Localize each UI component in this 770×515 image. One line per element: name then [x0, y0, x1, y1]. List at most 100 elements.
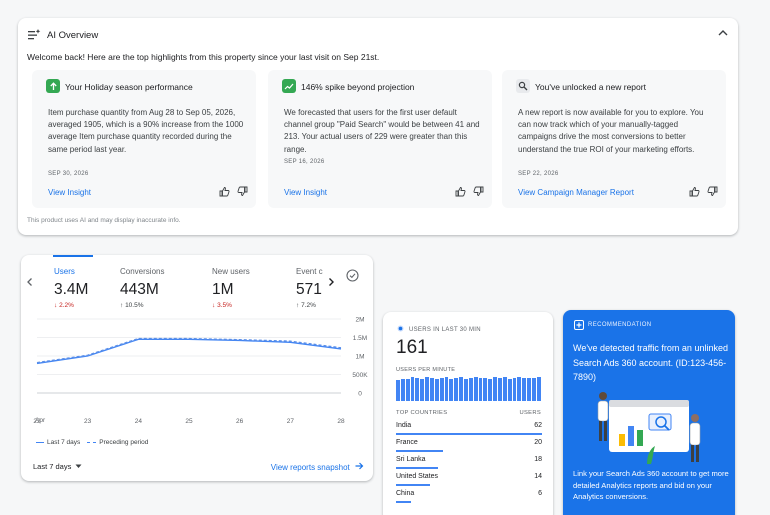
insight-body: We forecasted that users for the first u…: [284, 108, 480, 154]
tab-event-count[interactable]: Event c 571 ↑ 7.2%: [296, 267, 325, 309]
thumbs-up-icon[interactable]: [689, 186, 700, 197]
tab-delta: ↓ 3.5%: [212, 302, 232, 309]
series-line-previous: [36, 337, 342, 364]
ai-overview-title: AI Overview: [47, 29, 99, 41]
tab-label: Event c: [296, 267, 323, 276]
metrics-overview-card: Users 3.4M ↓ 2.2% Conversions 443M ↑ 10.…: [21, 255, 373, 481]
per-minute-bar: [459, 377, 464, 401]
insight-date: SEP 30, 2026: [48, 171, 89, 177]
ai-overview-card: AI Overview Welcome back! Here are the t…: [18, 18, 738, 235]
per-minute-bar: [532, 378, 536, 401]
tab-value: 3.4M: [54, 281, 89, 298]
per-minute-bar: [527, 377, 532, 401]
insight-card-new-report: You've unlocked a new report A new repor…: [502, 70, 726, 208]
live-dot-icon: [397, 325, 404, 332]
per-minute-bar: [439, 377, 444, 401]
per-minute-bar: [400, 378, 405, 401]
per-minute-bar: [430, 377, 434, 401]
chevron-left-icon[interactable]: [25, 277, 35, 287]
date-range-dropdown[interactable]: Last 7 days: [33, 462, 82, 471]
per-minute-bar: [464, 378, 468, 401]
per-minute-bar: [396, 379, 400, 401]
view-reports-snapshot-link[interactable]: View reports snapshot: [271, 462, 364, 472]
per-minute-bar: [478, 378, 483, 401]
recommendation-label: RECOMMENDATION: [588, 322, 652, 328]
realtime-label: USERS IN LAST 30 MIN: [397, 325, 481, 333]
thumbs-down-icon[interactable]: [707, 186, 718, 197]
per-minute-bar: [454, 378, 459, 401]
insight-body: Item purchase quantity from Aug 28 to Se…: [48, 108, 244, 154]
per-minute-bar: [512, 377, 517, 401]
country-row: China 6: [396, 490, 542, 507]
country-share-bar: [396, 484, 430, 486]
insight-card-spike: 146% spike beyond projection We forecast…: [268, 70, 492, 208]
country-users: 18: [534, 456, 542, 463]
per-minute-bar: [405, 379, 410, 401]
per-minute-bar: [493, 377, 498, 401]
per-minute-bar: [468, 377, 473, 401]
tab-value: 1M: [212, 281, 234, 298]
tab-users[interactable]: Users 3.4M ↓ 2.2%: [54, 267, 88, 309]
view-insight-link[interactable]: View Insight: [48, 188, 91, 197]
thumbs-down-icon[interactable]: [237, 186, 248, 197]
y-tick-label: 500K: [352, 372, 368, 379]
y-tick-label: 0: [358, 391, 362, 398]
insight-body: A new report is now available for you to…: [518, 108, 704, 154]
check-circle-icon[interactable]: [346, 269, 359, 282]
per-minute-bar: [498, 378, 502, 401]
ai-sparkle-list-icon: [28, 29, 41, 40]
thumbs-up-icon[interactable]: [219, 186, 230, 197]
country-row: India 62: [396, 422, 542, 439]
collapse-chevron-icon[interactable]: [716, 26, 730, 40]
country-name: India: [396, 422, 412, 429]
country-share-bar: [396, 501, 411, 503]
country-name: United States: [396, 473, 439, 480]
thumbs-down-icon[interactable]: [473, 186, 484, 197]
view-insight-link[interactable]: View Insight: [284, 188, 327, 197]
insight-title: You've unlocked a new report: [535, 82, 646, 92]
insight-date: SEP 22, 2026: [518, 171, 559, 177]
welcome-message: Welcome back! Here are the top highlight…: [27, 52, 380, 62]
trend-up-icon: [46, 79, 60, 93]
x-tick-label: 25: [185, 418, 193, 425]
feedback-controls: [219, 186, 248, 197]
per-minute-bar: [483, 377, 488, 401]
per-minute-bar: [415, 378, 420, 401]
active-tab-indicator: [53, 255, 93, 257]
per-minute-bar: [444, 376, 449, 401]
view-campaign-manager-report-link[interactable]: View Campaign Manager Report: [518, 188, 634, 197]
realtime-card: USERS IN LAST 30 MIN 161 USERS PER MINUT…: [383, 312, 553, 515]
users-per-minute-label: USERS PER MINUTE: [396, 367, 456, 373]
tab-delta: ↑ 7.2%: [296, 302, 316, 309]
per-minute-bar: [449, 378, 454, 401]
legend-current: Last 7 days: [36, 439, 80, 446]
thumbs-up-icon[interactable]: [455, 186, 466, 197]
tab-delta: ↓ 2.2%: [54, 302, 74, 309]
feedback-controls: [455, 186, 484, 197]
per-minute-bar: [434, 379, 439, 401]
per-minute-bar: [473, 377, 478, 401]
tab-label: New users: [212, 267, 250, 276]
x-tick-label: 23: [84, 418, 92, 425]
x-tick-label: 26: [236, 418, 244, 425]
per-minute-bar: [410, 377, 415, 401]
chevron-right-icon[interactable]: [326, 277, 336, 287]
recommendation-plus-icon: [574, 320, 584, 330]
per-minute-bar: [522, 378, 527, 401]
country-name: Sri Lanka: [396, 456, 426, 463]
arrow-right-icon: [355, 462, 364, 470]
insight-date: SEP 16, 2026: [284, 159, 325, 165]
tab-new-users[interactable]: New users 1M ↓ 3.5%: [212, 267, 250, 309]
tab-conversions[interactable]: Conversions 443M ↑ 10.5%: [120, 267, 164, 309]
dropdown-arrow-icon: [75, 464, 82, 468]
country-users: 20: [534, 439, 542, 446]
x-tick-label: 22: [33, 418, 41, 425]
country-row: Sri Lanka 18: [396, 456, 542, 473]
country-row: United States 14: [396, 473, 542, 490]
country-name: China: [396, 490, 415, 497]
y-tick-label: 1.5M: [353, 335, 367, 342]
country-row: France 20: [396, 439, 542, 456]
users-column-header: USERS: [519, 410, 541, 416]
insight-title: 146% spike beyond projection: [301, 82, 415, 92]
analytics-illustration: [597, 392, 701, 464]
